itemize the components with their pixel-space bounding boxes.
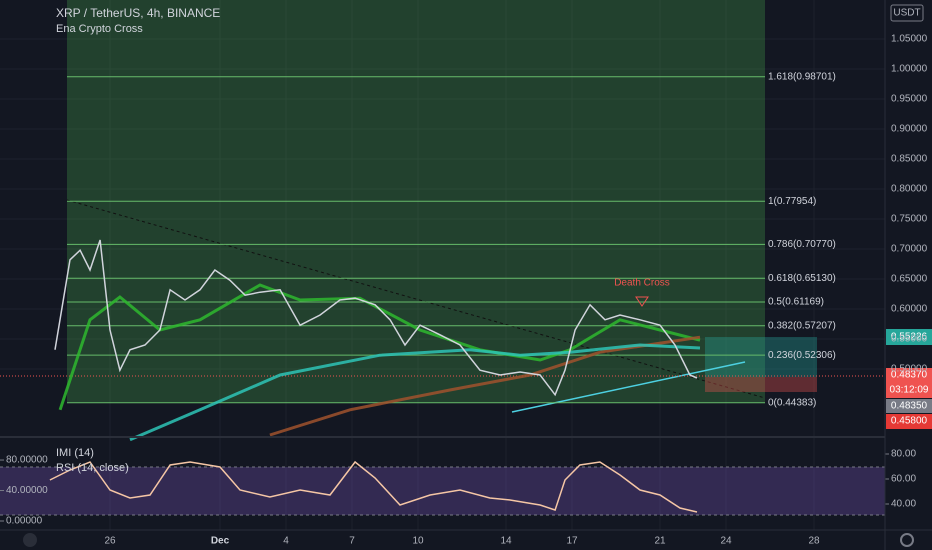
countdown: 03:12:09 xyxy=(890,385,929,396)
y-tick-label: 1.00000 xyxy=(891,64,928,75)
fib-label: 1(0.77954) xyxy=(768,196,816,207)
rsi-band xyxy=(0,467,885,515)
fib-label: 0.236(0.52306) xyxy=(768,350,836,361)
y2-tick-label: 40.00 xyxy=(891,499,916,510)
x-tick-label: 21 xyxy=(654,536,666,547)
y-tick-label: 0.55000 xyxy=(891,334,928,345)
fib-label: 0(0.44383) xyxy=(768,397,816,408)
grid xyxy=(0,0,885,530)
price-line xyxy=(54,239,698,397)
fib-label: 0.382(0.57207) xyxy=(768,320,836,331)
y-tick-label: 0.75000 xyxy=(891,214,928,225)
x-tick-label: 28 xyxy=(808,536,820,547)
pane-divider xyxy=(0,436,885,438)
fib-label: 1.618(0.98701) xyxy=(768,71,836,82)
price-label: 0.48350 xyxy=(891,401,928,412)
indicator-label: IMI (14) xyxy=(56,447,94,459)
x-tick-label: 7 xyxy=(349,536,355,547)
y-tick-label: 0.60000 xyxy=(891,304,928,315)
y-tick-label: 0.50000 xyxy=(891,364,928,375)
y-tick-label: 0.85000 xyxy=(891,154,928,165)
y-tick-label: 0.95000 xyxy=(891,94,928,105)
x-tick-label: 14 xyxy=(500,536,512,547)
fib-label: 0.5(0.61169) xyxy=(768,297,824,308)
y-tick-label: 80.00000 xyxy=(6,455,48,466)
price-label: 0.48370 xyxy=(891,370,928,381)
indicator: 80.00000 40.00000 0.00000 80.00 60.00 40.00 xyxy=(0,449,916,527)
y-tick-label: 1.05000 xyxy=(891,34,928,45)
moving-average xyxy=(58,283,701,411)
y2-tick-label: 60.00 xyxy=(891,474,916,485)
fib-label: 0.786(0.70770) xyxy=(768,239,836,250)
y2-tick-label: 80.00 xyxy=(891,449,916,460)
unit-box xyxy=(890,4,924,22)
unit: USDT xyxy=(893,8,920,19)
x-tick-label: Dec xyxy=(211,536,230,547)
y-tick-label: 0.00000 xyxy=(6,516,43,527)
logo-button[interactable] xyxy=(23,533,37,547)
x-tick-label: 24 xyxy=(720,536,732,547)
y-tick-label: 0.90000 xyxy=(891,124,928,135)
title: XRP / TetherUS, 4h, BINANCE xyxy=(56,6,220,20)
plot: 1.618(0.98701) 1(0.77954) 0.786(0.70770) 0.… xyxy=(54,71,836,442)
x-tick-label: 26 xyxy=(104,536,116,547)
indicator-label: RSI (14, close) xyxy=(56,462,129,474)
x-tick-label: 4 xyxy=(283,536,289,547)
stop-zone xyxy=(705,377,817,392)
fib-label: 0.618(0.65130) xyxy=(768,273,836,284)
y-tick-label: 0.80000 xyxy=(891,184,928,195)
price-box xyxy=(886,368,932,398)
trend-line xyxy=(66,199,766,399)
x-tick-label: 17 xyxy=(566,536,578,547)
price-box xyxy=(886,329,932,345)
y-tick-label: 40.00000 xyxy=(6,485,48,496)
price-label: 0.45800 xyxy=(891,416,928,427)
price-label: 0.55226 xyxy=(891,332,928,343)
moving-average xyxy=(269,335,701,437)
moving-average xyxy=(129,343,701,442)
price-box xyxy=(886,414,932,429)
y-tick-label: 0.70000 xyxy=(891,244,928,255)
x-tick-label: 10 xyxy=(412,536,424,547)
settings-button[interactable] xyxy=(900,533,914,547)
rsi-line xyxy=(49,460,698,513)
price-box xyxy=(886,399,932,413)
annotation: Death Cross xyxy=(614,278,670,289)
support-line xyxy=(511,361,746,413)
target-zone xyxy=(705,337,817,377)
death-cross-marker xyxy=(635,296,649,307)
subtitle: Ena Crypto Cross xyxy=(56,23,143,35)
y-tick-label: 0.65000 xyxy=(891,274,928,285)
